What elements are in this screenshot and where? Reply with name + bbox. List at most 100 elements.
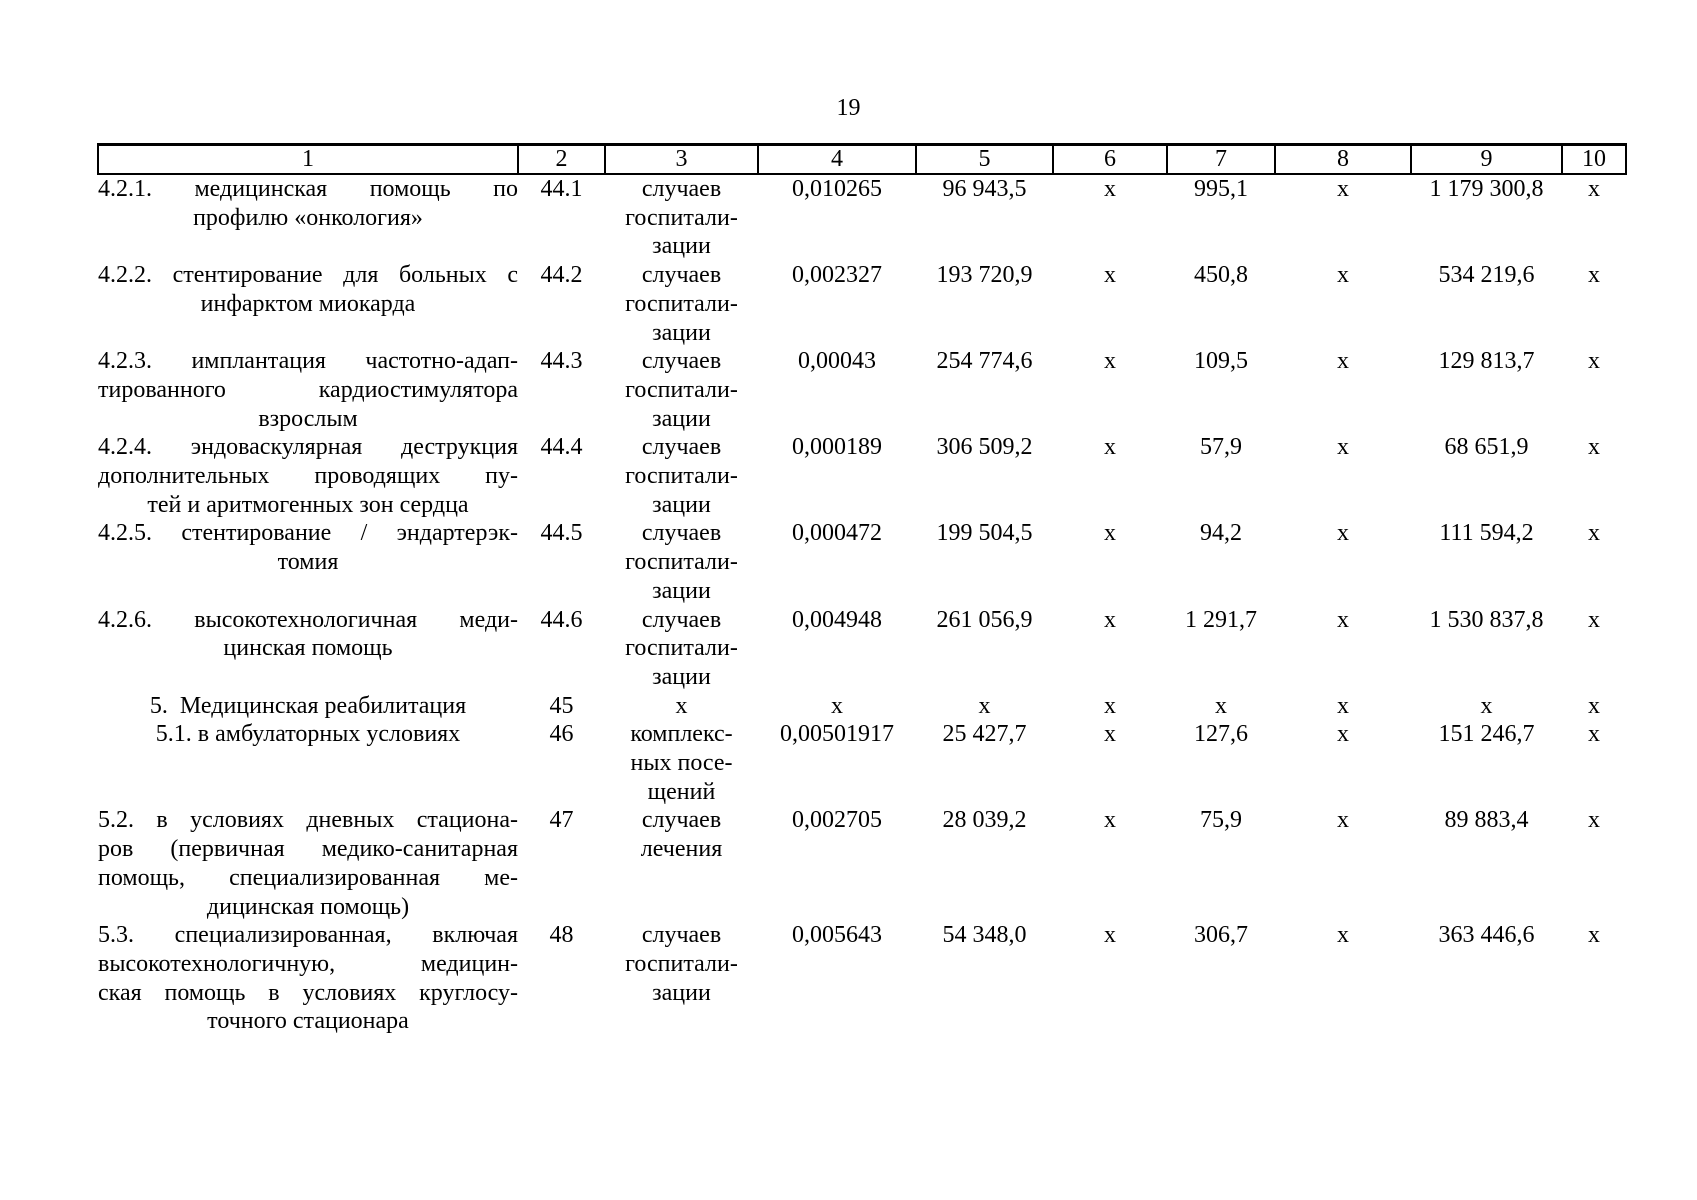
value-cell-col9: 111 594,2	[1439, 520, 1534, 547]
service-name-line: высокотехнологичную, медицин-	[98, 950, 518, 977]
value-cell-col8: х	[1337, 721, 1349, 748]
unit-line: лечения	[640, 836, 723, 863]
column-header-5: 5	[915, 143, 1054, 175]
service-name-line: 4.2.4. эндоваскулярная деструкция	[98, 434, 518, 461]
unit-line: госпитали-	[625, 635, 738, 662]
value-cell-col10: х	[1588, 520, 1600, 547]
unit-cell: случаев госпитали-зации	[605, 433, 758, 519]
table-row: 4.2.5. стентирование / эндартерэк-томия 4…	[98, 519, 1626, 605]
value-cell-col5: 54 348,0	[942, 922, 1027, 949]
value-cell-col7: 75,9	[1200, 807, 1242, 834]
service-name-line: 4.2.1. медицинская помощь по	[98, 176, 518, 202]
table-row: 4.2.6. высокотехнологичная меди-цинская …	[98, 606, 1626, 692]
service-name-line: помощь, специализированная ме-	[98, 864, 518, 891]
value-cell-col8: х	[1337, 434, 1349, 461]
value-cell-col9: 363 446,6	[1438, 922, 1535, 949]
value-cell-col4: 0,004948	[792, 606, 882, 633]
unit-line: случаев	[641, 606, 722, 633]
unit-line: случаев	[641, 262, 722, 289]
value-cell-col5: 193 720,9	[936, 262, 1033, 289]
value-cell-col8: х	[1337, 807, 1349, 834]
unit-line: случаев	[641, 434, 722, 461]
value-cell-col10: х	[1588, 922, 1600, 949]
value-cell-col4: 0,010265	[792, 176, 882, 202]
row-code-cell: 48	[549, 922, 574, 949]
value-cell-col7: 109,5	[1194, 348, 1248, 375]
value-cell-col4: 0,00501917	[780, 721, 894, 748]
table-header-row: 1 2 3 4 5 6 7 8 9 10	[97, 143, 1627, 175]
value-cell-col6: х	[1104, 348, 1116, 375]
service-name-line: 5.2. в условиях дневных стациона-	[98, 807, 518, 834]
unit-cell: случаев госпитали-зации	[605, 347, 758, 433]
value-cell-col5: 96 943,5	[942, 176, 1027, 202]
value-cell-col6: х	[1104, 922, 1116, 949]
value-cell-col8: х	[1337, 262, 1349, 289]
unit-line: госпитали-	[625, 950, 738, 977]
table-row: 4.2.2. стентирование для больных с инфарк…	[98, 261, 1626, 347]
page-number: 19	[836, 95, 861, 121]
row-code-cell: 45	[549, 692, 574, 719]
column-header-10: 10	[1561, 143, 1627, 175]
service-name-cell: 5. Медицинская реабилитация	[98, 692, 518, 721]
value-cell-col4: х	[831, 692, 843, 719]
row-code-cell: 44.3	[540, 348, 583, 375]
value-cell-col10: х	[1588, 606, 1600, 633]
service-name-cell: 4.2.3. имплантация частотно-адап-тирован…	[98, 347, 518, 433]
service-name-line: ров (первичная медико-санитарная	[98, 836, 518, 863]
value-cell-col10: х	[1588, 692, 1600, 719]
service-name-line: ская помощь в условиях круглосу-	[98, 979, 518, 1006]
value-cell-col8: х	[1337, 176, 1349, 202]
value-cell-col8: х	[1337, 922, 1349, 949]
service-name-cell: 5.3. специализированная, включая высокоте…	[98, 921, 518, 1036]
service-name-line: 5.3. специализированная, включая	[98, 922, 518, 949]
column-header-7: 7	[1166, 143, 1276, 175]
service-name-line: дополнительных проводящих пу-	[98, 463, 518, 490]
unit-cell: случаев госпитали-зации	[605, 921, 758, 1036]
value-cell-col6: х	[1104, 520, 1116, 547]
column-header-3: 3	[604, 143, 759, 175]
value-cell-col4: 0,005643	[792, 922, 882, 949]
value-cell-col6: х	[1104, 262, 1116, 289]
unit-line: зации	[652, 663, 711, 690]
value-cell-col5: 261 056,9	[936, 606, 1033, 633]
unit-cell: случаев лечения	[605, 806, 758, 921]
value-cell-col10: х	[1588, 434, 1600, 461]
value-cell-col4: 0,002327	[792, 262, 882, 289]
unit-line: случаев	[641, 176, 722, 202]
unit-line: госпитали-	[625, 204, 738, 231]
service-name-line: томия	[277, 549, 339, 576]
value-cell-col6: х	[1104, 606, 1116, 633]
row-code-cell: 44.2	[540, 262, 583, 289]
value-cell-col7: 1 291,7	[1185, 606, 1257, 633]
value-cell-col8: х	[1337, 606, 1349, 633]
unit-line: случаев	[641, 807, 722, 834]
service-name-line: инфарктом миокарда	[200, 290, 416, 317]
value-cell-col10: х	[1588, 721, 1600, 748]
unit-line: зации	[652, 491, 711, 518]
value-cell-col9: 1 179 300,8	[1429, 176, 1544, 202]
table-row: 5.3. специализированная, включая высокоте…	[98, 921, 1626, 1036]
data-table: 1 2 3 4 5 6 7 8 9 10 4.2.1. медицинская помощь по…	[97, 143, 1627, 1036]
value-cell-col5: 199 504,5	[936, 520, 1033, 547]
unit-line: х	[675, 692, 688, 719]
unit-line: зации	[652, 577, 711, 604]
table-row: 4.2.3. имплантация частотно-адап-тирован…	[98, 347, 1626, 433]
service-name-line: точного стационара	[207, 1008, 409, 1035]
value-cell-col7: 94,2	[1200, 520, 1242, 547]
value-cell-col7: 995,1	[1194, 176, 1248, 202]
value-cell-col9: 89 883,4	[1444, 807, 1529, 834]
service-name-line: 4.2.6. высокотехнологичная меди-	[98, 606, 518, 633]
table-row: 4.2.1. медицинская помощь по профилю «онк…	[98, 174, 1626, 261]
service-name-cell: 5.1. в амбулаторных условиях	[98, 720, 518, 806]
column-header-8: 8	[1274, 143, 1412, 175]
column-header-1: 1	[97, 143, 519, 175]
unit-cell: случаев госпитали-зации	[605, 519, 758, 605]
service-name-line: 4.2.5. стентирование / эндартерэк-	[98, 520, 518, 547]
value-cell-col6: х	[1104, 176, 1116, 202]
value-cell-col10: х	[1588, 348, 1600, 375]
unit-cell: х	[605, 692, 758, 721]
column-header-4: 4	[757, 143, 917, 175]
value-cell-col8: х	[1337, 520, 1349, 547]
unit-line: щений	[647, 778, 716, 805]
service-name-line: дицинская помощь)	[206, 893, 410, 920]
